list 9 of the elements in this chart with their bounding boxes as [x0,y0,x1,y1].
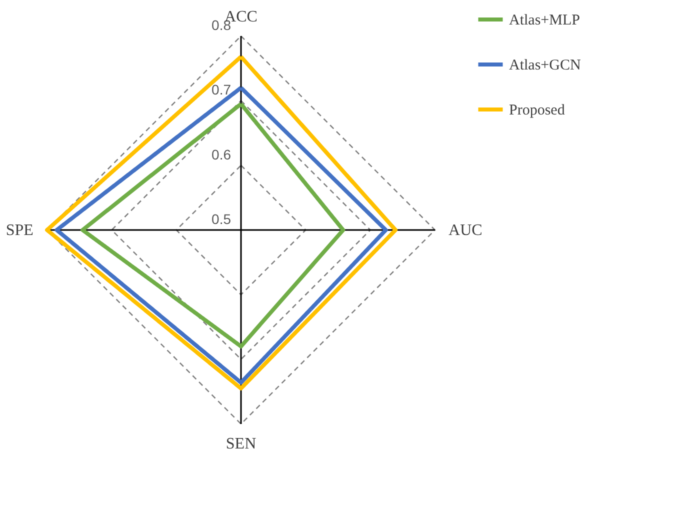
legend-label: Atlas+GCN [509,58,581,74]
legend-label: Proposed [509,102,566,118]
spoke-label: AUC [448,222,482,239]
y-tick-label: 0.7 [212,82,232,98]
legend-label: Atlas+MLP [509,12,580,28]
y-tick-label: 0.6 [212,146,232,162]
spoke-label: SEN [226,435,257,452]
spoke-label: SPE [6,222,34,239]
y-tick-label: 0.5 [212,211,232,227]
